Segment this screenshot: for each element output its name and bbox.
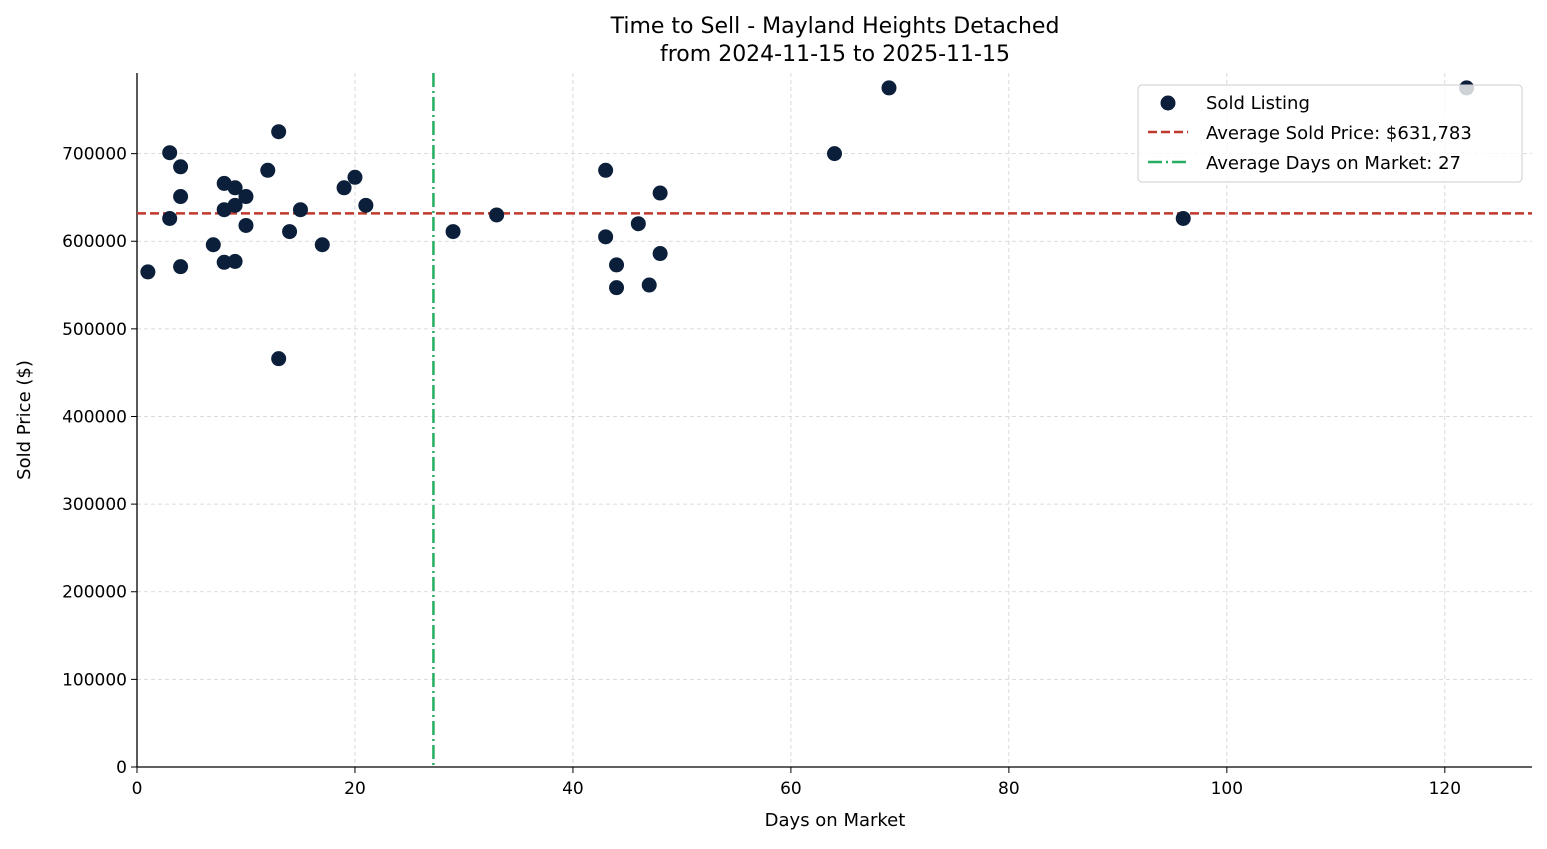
y-axis-label: Sold Price ($) bbox=[14, 360, 35, 480]
data-point bbox=[271, 124, 287, 140]
data-point bbox=[827, 146, 842, 162]
data-point bbox=[652, 185, 668, 201]
data-point bbox=[336, 180, 352, 196]
data-point bbox=[271, 351, 287, 367]
y-tick-label: 100000 bbox=[62, 670, 127, 690]
data-point bbox=[347, 169, 363, 185]
x-axis-label: Days on Market bbox=[765, 810, 906, 831]
data-point bbox=[173, 159, 189, 175]
y-tick-label: 200000 bbox=[62, 583, 127, 603]
x-tick-label: 20 bbox=[344, 779, 366, 799]
data-point bbox=[609, 280, 625, 296]
data-point bbox=[314, 237, 330, 253]
data-point bbox=[227, 197, 243, 213]
x-tick-label: 60 bbox=[780, 779, 802, 799]
data-point bbox=[598, 229, 614, 245]
data-point bbox=[652, 246, 668, 262]
data-point bbox=[227, 180, 243, 196]
chart-subtitle: from 2024-11-15 to 2025-11-15 bbox=[660, 42, 1010, 67]
data-point bbox=[173, 189, 189, 205]
y-tick-label: 500000 bbox=[62, 320, 127, 340]
data-point bbox=[260, 162, 276, 178]
data-point bbox=[238, 189, 254, 205]
y-tick-label: 0 bbox=[116, 758, 127, 778]
data-point bbox=[238, 217, 254, 233]
data-point bbox=[227, 253, 243, 269]
data-point bbox=[140, 264, 156, 280]
data-point bbox=[205, 237, 221, 253]
legend-marker-sold bbox=[1160, 95, 1176, 111]
y-tick-label: 400000 bbox=[62, 407, 127, 427]
legend: Sold Listing Average Sold Price: $631,78… bbox=[1137, 84, 1523, 183]
data-point bbox=[162, 145, 178, 161]
data-point bbox=[1175, 210, 1191, 226]
x-tick-label: 100 bbox=[1211, 779, 1243, 799]
y-tick-label: 600000 bbox=[62, 232, 127, 252]
y-tick-label: 700000 bbox=[62, 145, 127, 165]
data-point bbox=[489, 207, 505, 223]
data-point bbox=[282, 224, 298, 240]
y-tick-label: 300000 bbox=[62, 495, 127, 515]
data-point bbox=[881, 80, 897, 96]
x-tick-label: 40 bbox=[562, 779, 584, 799]
data-point bbox=[358, 197, 374, 213]
data-point bbox=[173, 259, 189, 275]
data-point bbox=[630, 216, 646, 232]
data-point bbox=[598, 162, 614, 178]
legend-label-avg-days: Average Days on Market: 27 bbox=[1206, 153, 1461, 174]
data-point bbox=[216, 254, 232, 270]
x-tick-label: 80 bbox=[998, 779, 1020, 799]
legend-label-sold: Sold Listing bbox=[1206, 93, 1310, 114]
data-point bbox=[641, 277, 657, 293]
chart-title: Time to Sell - Mayland Heights Detached bbox=[610, 14, 1060, 39]
data-point bbox=[162, 210, 178, 226]
data-point bbox=[609, 257, 625, 273]
legend-label-avg-price: Average Sold Price: $631,783 bbox=[1206, 123, 1472, 144]
data-point bbox=[292, 202, 308, 218]
x-tick-label: 120 bbox=[1429, 779, 1461, 799]
data-point bbox=[445, 224, 461, 240]
x-tick-label: 0 bbox=[132, 779, 143, 799]
